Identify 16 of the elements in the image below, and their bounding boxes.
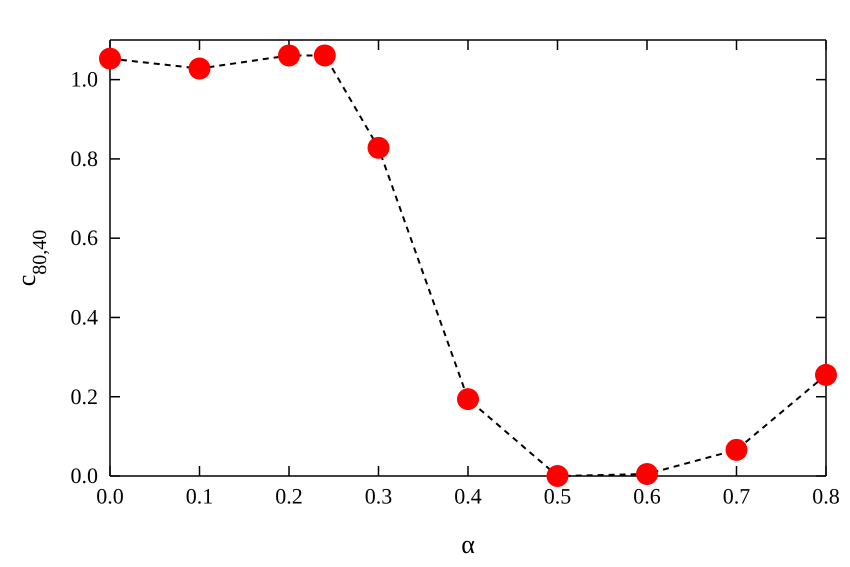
x-tick-label: 0.7 bbox=[722, 484, 750, 509]
y-tick-label: 0.6 bbox=[70, 225, 98, 250]
x-tick-label: 0.8 bbox=[812, 484, 840, 509]
y-tick-label: 0.2 bbox=[70, 384, 98, 409]
x-tick-label: 0.6 bbox=[633, 484, 661, 509]
y-tick-label: 0.8 bbox=[70, 146, 98, 171]
x-tick-label: 0.1 bbox=[186, 484, 214, 509]
x-tick-label: 0.0 bbox=[96, 484, 124, 509]
x-axis-title: α bbox=[461, 530, 476, 559]
x-tick-label: 0.2 bbox=[275, 484, 303, 509]
y-tick-label: 0.4 bbox=[70, 304, 98, 330]
y-tick-label: 1.0 bbox=[70, 66, 98, 92]
x-tick-label: 0.4 bbox=[454, 484, 482, 509]
x-tick-label: 0.5 bbox=[544, 484, 572, 509]
y-tick-label: 0.0 bbox=[70, 463, 98, 488]
x-tick-label: 0.3 bbox=[364, 484, 392, 509]
